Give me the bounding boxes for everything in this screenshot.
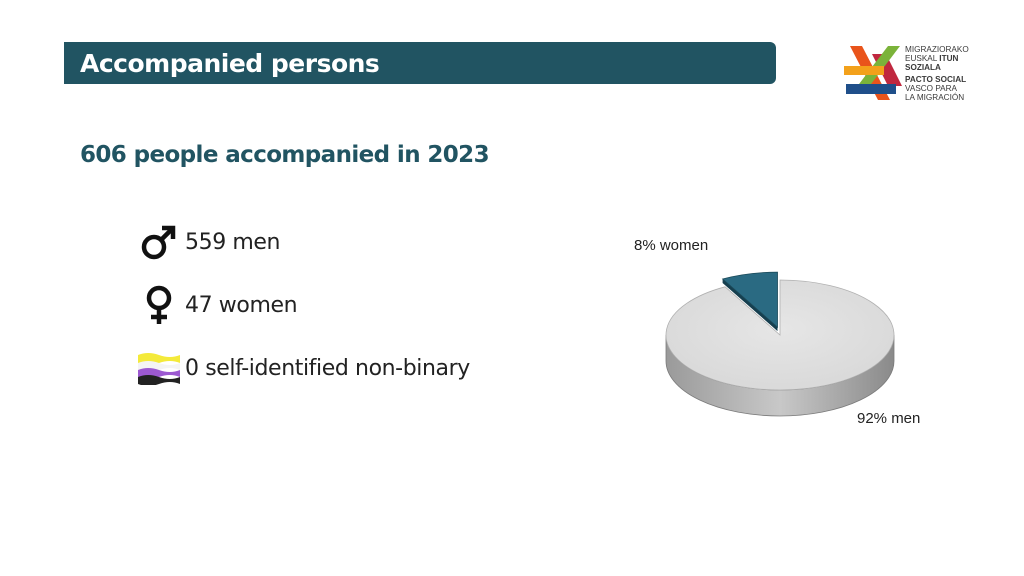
stat-row-nonbinary: 0 self-identified non-binary xyxy=(138,347,470,389)
logo-line: PACTO SOCIAL xyxy=(905,75,967,84)
pie-chart: 8% women 92% men xyxy=(634,237,920,427)
logo-line: LA MIGRACIÓN xyxy=(905,93,965,102)
male-symbol-icon xyxy=(138,221,180,263)
pie-slice-men xyxy=(665,279,895,391)
logo-line: EUSKAL ITUN xyxy=(905,54,959,63)
stat-label: 0 self-identified non-binary xyxy=(185,355,470,381)
logo-icon xyxy=(844,46,902,100)
logo-line: VASCO PARA xyxy=(905,84,958,93)
page-title: Accompanied persons xyxy=(80,48,380,78)
logo-line: SOZIALA xyxy=(905,63,941,72)
slice-label-women: 8% women xyxy=(634,237,708,254)
pie-slice-edge-women xyxy=(722,278,778,332)
stat-row-men: 559 men xyxy=(138,221,280,263)
stat-label: 559 men xyxy=(185,229,281,255)
title-bar: Accompanied persons xyxy=(64,42,776,84)
nonbinary-flag-icon xyxy=(138,347,180,389)
stat-row-women: 47 women xyxy=(138,284,298,326)
pie-slice-women xyxy=(721,271,778,329)
female-symbol-icon xyxy=(138,284,180,326)
slice-label-men: 92% men xyxy=(857,410,920,427)
stat-label: 47 women xyxy=(185,292,298,318)
headline: 606 people accompanied in 2023 xyxy=(80,142,490,168)
logo-line: MIGRAZIORAKO xyxy=(905,45,969,54)
logo-text: MIGRAZIORAKO EUSKAL ITUN SOZIALA PACTO S… xyxy=(905,45,969,102)
